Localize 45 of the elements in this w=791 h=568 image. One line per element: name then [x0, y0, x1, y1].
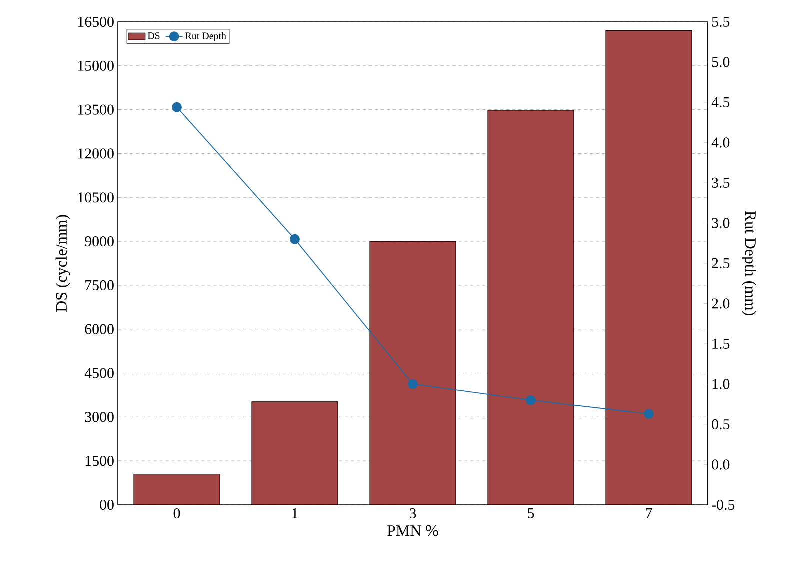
y2-tick-label: 2.0	[712, 298, 730, 309]
y2-tick-label: 5.0	[712, 57, 730, 68]
y-axis-title: DS (cycle/mm)	[56, 215, 70, 312]
y2-tick-label: 3.5	[712, 178, 730, 188]
y2-tick-label: 4.0	[712, 138, 730, 148]
y-tick-label: 3000	[85, 412, 114, 422]
bar	[488, 110, 574, 505]
bar	[606, 30, 692, 505]
y-tick-label: 6000	[85, 324, 114, 334]
y2-tick-label: -0.5	[712, 500, 735, 510]
y-tick-label: 16500	[78, 16, 114, 28]
y2-tick-label: 3.0	[712, 218, 730, 228]
x-tick-label: 3	[410, 508, 416, 519]
y2-tick-label: 1.0	[712, 379, 730, 390]
y-tick-label: 7500	[86, 280, 114, 290]
point	[526, 395, 536, 406]
y-tick-label: 9000	[85, 236, 114, 247]
y-tick-label: 4500	[84, 368, 114, 378]
point	[172, 102, 182, 112]
y-tick-label: 00	[100, 500, 114, 510]
x-tick-label: 1	[292, 508, 298, 518]
y2-tick-label: 1.5	[712, 338, 730, 350]
point	[408, 379, 418, 390]
point	[290, 234, 300, 244]
x-tick-label: 7	[646, 508, 652, 518]
y2-tick-label: 0.0	[712, 460, 730, 470]
bar	[252, 402, 338, 505]
y2-axis-title: Rut Depth (mm)	[742, 211, 756, 316]
y2-tick-label: 5.5	[712, 16, 730, 27]
y-tick-label: 1500	[86, 456, 114, 466]
y2-tick-label: 0.5	[712, 419, 730, 430]
bar	[134, 474, 220, 505]
y2-tick-label: 4.5	[712, 97, 730, 108]
x-axis-title: PMN %	[388, 525, 438, 536]
y-tick-label: 13500	[78, 104, 114, 115]
x-tick-label: 0	[174, 508, 180, 519]
x-tick-label: 5	[528, 508, 534, 518]
bar	[370, 242, 456, 505]
legend-label: Rut Depth	[186, 32, 226, 42]
point	[644, 409, 654, 419]
legend-label: DS	[148, 32, 160, 40]
y-tick-label: 12000	[78, 148, 114, 159]
y2-tick-label: 2.5	[712, 258, 730, 269]
y-tick-label: 10500	[78, 192, 114, 203]
y-tick-label: 15000	[78, 60, 114, 71]
